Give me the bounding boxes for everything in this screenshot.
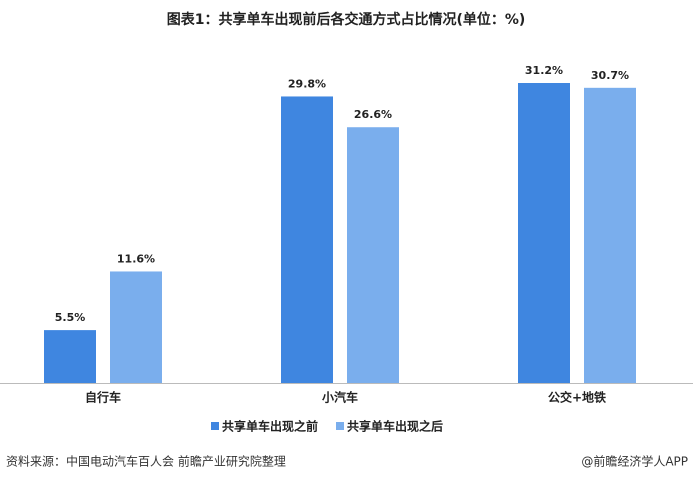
- value-label: 5.5%: [55, 311, 86, 324]
- bar: [584, 87, 636, 384]
- x-tick-label: 自行车: [85, 390, 121, 405]
- bar: [281, 96, 333, 383]
- legend-swatch: [336, 422, 344, 430]
- credit: @前瞻经济学人APP: [581, 454, 688, 469]
- legend-label: 共享单车出现之前: [222, 419, 318, 434]
- value-label: 29.8%: [288, 77, 326, 90]
- x-tick-label: 公交+地铁: [548, 390, 606, 405]
- chart-title: 图表1：共享单车出现前后各交通方式占比情况(单位：%): [167, 11, 526, 28]
- value-label: 26.6%: [354, 108, 392, 121]
- value-label: 31.2%: [525, 64, 563, 77]
- value-label: 11.6%: [117, 252, 155, 265]
- bar: [518, 83, 570, 383]
- legend-label: 共享单车出现之后: [347, 419, 443, 434]
- x-tick-label: 小汽车: [322, 390, 358, 405]
- bar: [110, 271, 162, 383]
- value-label: 30.7%: [591, 69, 629, 82]
- legend-swatch: [211, 422, 219, 430]
- source: 资料来源：中国电动汽车百人会 前瞻产业研究院整理: [6, 454, 286, 469]
- bar: [44, 330, 96, 383]
- bar: [347, 127, 399, 383]
